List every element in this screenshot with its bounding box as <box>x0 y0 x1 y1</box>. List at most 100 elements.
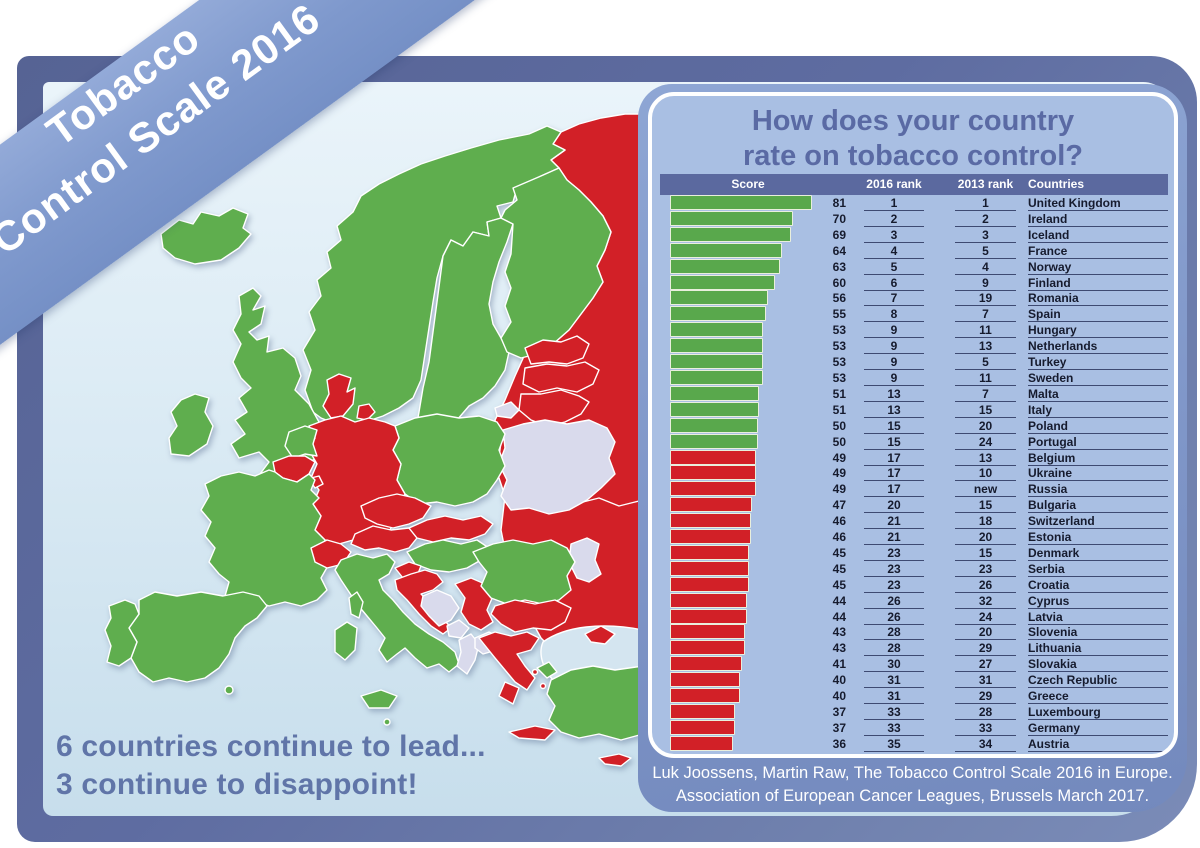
country-name: Austria <box>1028 736 1168 752</box>
table-row: 45 23 26 Croatia <box>660 576 1168 593</box>
header-score: Score <box>731 177 765 191</box>
country-name: Luxembourg <box>1028 704 1168 720</box>
rank-2016-value: 31 <box>864 688 924 705</box>
rank-2013-value: 27 <box>955 656 1016 673</box>
map-country-serbia <box>454 577 494 631</box>
score-value: 50 <box>832 434 846 449</box>
map-country-turkey <box>546 665 643 741</box>
table-row: 45 23 15 Denmark <box>660 544 1168 561</box>
score-value: 51 <box>832 402 846 417</box>
score-value: 49 <box>832 482 846 497</box>
score-value: 44 <box>832 609 846 624</box>
score-value: 37 <box>832 720 846 735</box>
rating-table-box: How does your country rate on tobacco co… <box>648 92 1178 758</box>
rank-2013-value: 20 <box>955 418 1016 434</box>
map-country-bulgaria <box>490 599 572 633</box>
score-value: 47 <box>832 498 846 513</box>
rank-2016-value: 2 <box>864 211 924 227</box>
map-country-sweden <box>410 217 514 465</box>
rank-2013-value: 33 <box>955 720 1016 736</box>
country-name: Serbia <box>1028 561 1168 577</box>
score-bar <box>670 735 734 751</box>
rank-2016-value: 23 <box>864 545 924 561</box>
score-bar <box>670 306 767 322</box>
rank-2013-value: 15 <box>955 497 1016 514</box>
table-row: 44 26 32 Cyprus <box>660 592 1168 609</box>
headline: 6 countries continue to lead... 3 contin… <box>56 728 486 804</box>
table-row: 50 15 24 Portugal <box>660 433 1168 450</box>
score-bar <box>670 210 793 226</box>
score-bar <box>670 290 769 306</box>
score-value: 70 <box>832 211 846 226</box>
rank-2013-value: 20 <box>955 624 1016 641</box>
rank-2016-value: 31 <box>864 672 924 689</box>
header-countries: Countries <box>1028 177 1085 191</box>
score-value: 36 <box>832 736 846 751</box>
table-row: 63 5 4 Norway <box>660 258 1168 275</box>
rank-2013-value: 18 <box>955 513 1016 530</box>
country-name: Ireland <box>1028 211 1168 227</box>
country-name: Italy <box>1028 402 1168 418</box>
table-body: 81 1 1 United Kingdom 70 2 2 Ireland 69 3 3 Iceland… <box>660 195 1168 752</box>
score-bar <box>670 704 735 719</box>
header-2016-rank: 2016 rank <box>866 177 922 191</box>
score-bar <box>670 226 791 242</box>
rank-2013-value: 7 <box>955 306 1016 323</box>
rank-2013-value: 29 <box>955 640 1016 657</box>
table-row: 55 8 7 Spain <box>660 306 1168 323</box>
panel-title: How does your country rate on tobacco co… <box>652 104 1174 174</box>
rank-2013-value: 20 <box>955 529 1016 546</box>
rank-2016-value: 33 <box>864 704 924 720</box>
score-bar <box>670 656 742 672</box>
score-value: 53 <box>832 323 846 338</box>
score-value: 56 <box>832 291 846 306</box>
table-row: 41 30 27 Slovakia <box>660 656 1168 673</box>
headline-line1: 6 countries continue to lead... <box>56 730 486 763</box>
rank-2013-value: 7 <box>955 386 1016 402</box>
rank-2016-value: 21 <box>864 513 924 530</box>
map-country-estonia <box>524 335 590 365</box>
country-name: Netherlands <box>1028 338 1168 355</box>
rank-2016-value: 3 <box>864 227 924 243</box>
country-name: Estonia <box>1028 529 1168 546</box>
score-bar <box>670 529 751 545</box>
table-row: 51 13 15 Italy <box>660 401 1168 418</box>
table-row: 64 4 5 France <box>660 242 1168 259</box>
map-country-austria <box>350 525 418 553</box>
map-island-sicily <box>360 689 398 709</box>
table-row: 53 9 5 Turkey <box>660 354 1168 371</box>
rank-2013-value: 13 <box>955 338 1016 355</box>
table-row: 37 33 28 Luxembourg <box>660 704 1168 720</box>
map-island-zealand <box>356 403 376 421</box>
attribution: Luk Joossens, Martin Raw, The Tobacco Co… <box>638 762 1187 808</box>
rank-2016-value: 35 <box>864 736 924 752</box>
score-bar <box>670 560 749 576</box>
score-bar <box>670 242 783 258</box>
score-bar <box>670 624 746 640</box>
map-country-poland <box>392 413 506 507</box>
map-island-aegean-1 <box>531 668 539 676</box>
country-name: Iceland <box>1028 227 1168 243</box>
map-country-spain <box>128 591 268 683</box>
score-bar <box>670 195 812 210</box>
score-value: 81 <box>832 196 846 210</box>
table-row: 81 1 1 United Kingdom <box>660 195 1168 211</box>
rank-2016-value: 17 <box>864 481 924 498</box>
rank-2016-value: 1 <box>864 195 924 211</box>
score-value: 44 <box>832 593 846 608</box>
country-name: Latvia <box>1028 609 1168 625</box>
table-row: 49 17 new Russia <box>660 481 1168 498</box>
country-name: Slovenia <box>1028 624 1168 641</box>
rank-2013-value: 3 <box>955 227 1016 243</box>
map-country-france <box>200 469 330 607</box>
country-name: Belgium <box>1028 450 1168 466</box>
rank-2013-value: 19 <box>955 290 1016 307</box>
country-name: Malta <box>1028 386 1168 402</box>
rank-2016-value: 9 <box>864 370 924 386</box>
table-row: 44 26 24 Latvia <box>660 608 1168 625</box>
score-value: 43 <box>832 625 846 640</box>
panel-title-line2: rate on tobacco control? <box>743 140 1083 172</box>
table-row: 43 28 20 Slovenia <box>660 624 1168 641</box>
rank-2013-value: 29 <box>955 688 1016 705</box>
